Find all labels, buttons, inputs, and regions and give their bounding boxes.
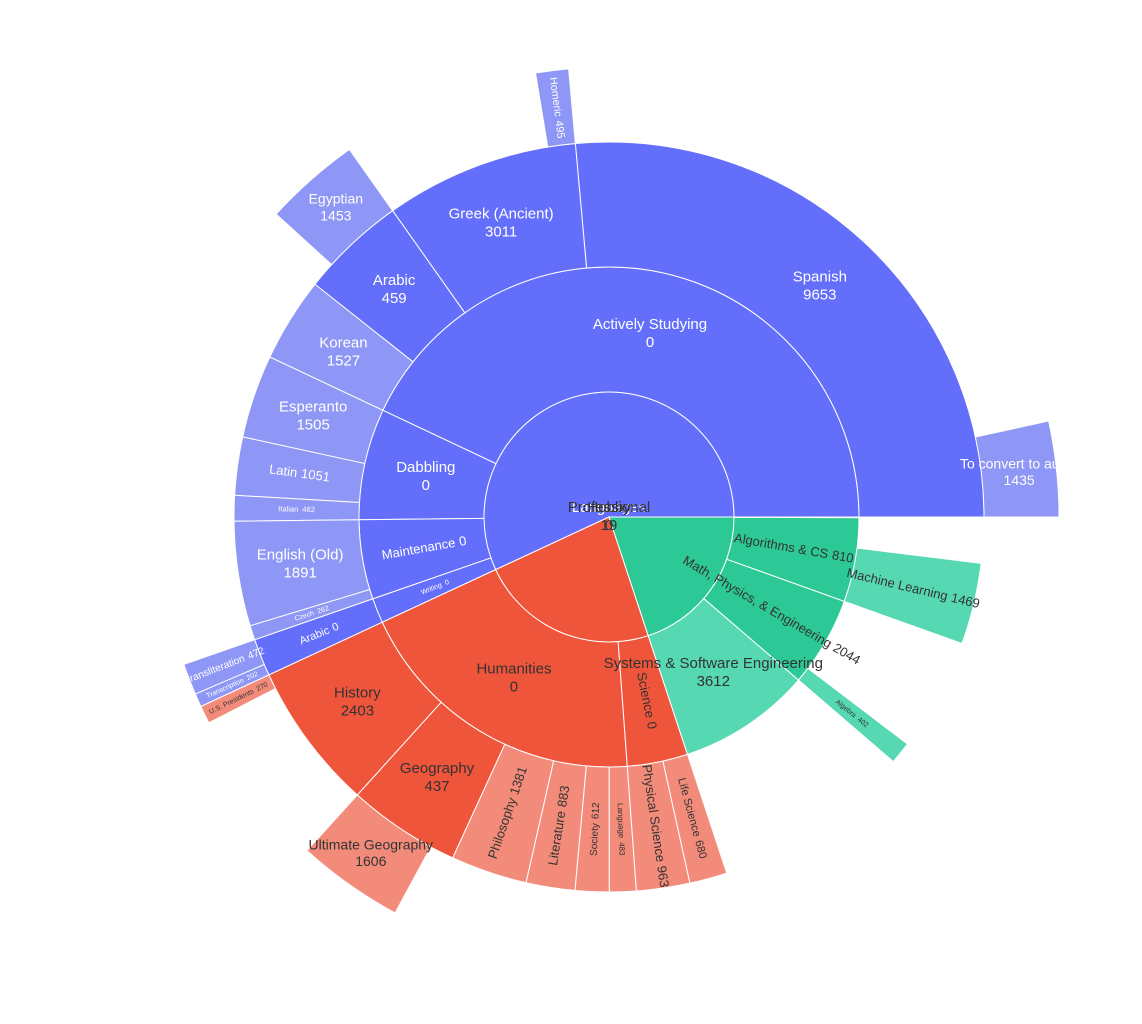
segment-value: 3612 bbox=[697, 673, 730, 690]
segment-value: 963 bbox=[654, 865, 672, 889]
segment-name: Humanities bbox=[476, 661, 551, 678]
segment-name: Spanish bbox=[793, 268, 847, 285]
segment-name: Korean bbox=[319, 334, 367, 351]
segment-name: Latin bbox=[268, 462, 298, 481]
segment-value: 3011 bbox=[485, 224, 517, 241]
segment-value: 0 bbox=[646, 334, 654, 351]
segment-value: 462 bbox=[302, 505, 315, 514]
segment-name: To convert to audio bbox=[960, 455, 1079, 471]
segment-value: 0 bbox=[444, 579, 450, 587]
segment-value: 0 bbox=[458, 533, 468, 549]
segment-value: 2044 bbox=[830, 640, 863, 668]
segment-label: Greek (Ancient) 3011 bbox=[449, 206, 554, 241]
segment-value: 9653 bbox=[803, 286, 836, 303]
segment-label: Homeric 495 bbox=[547, 76, 567, 139]
segment-value: 459 bbox=[382, 290, 407, 307]
segment-name: Languages bbox=[572, 499, 646, 516]
segment-value: 0 bbox=[331, 621, 341, 634]
segment-label: Korean 1527 bbox=[319, 334, 367, 369]
segment-label: Arabic 459 bbox=[373, 272, 416, 307]
segment-label: Professional 19 bbox=[568, 499, 651, 534]
segment-value: 810 bbox=[831, 548, 855, 567]
segment-value: 262 bbox=[317, 605, 330, 615]
segment-value: 1891 bbox=[283, 565, 316, 582]
segment-name: Egyptian bbox=[309, 190, 363, 206]
segment-value: 19 bbox=[601, 517, 618, 534]
segment-name: Homeric bbox=[547, 76, 564, 118]
segment-value: 680 bbox=[692, 839, 708, 860]
segment-label: Humanities 0 bbox=[476, 661, 551, 696]
segment-label: Spanish 9653 bbox=[793, 268, 847, 303]
segment-label: Hobby 0 bbox=[587, 499, 631, 534]
segment-value: 1435 bbox=[1004, 472, 1035, 488]
segment-value: 883 bbox=[555, 785, 573, 809]
sunburst-segment bbox=[843, 547, 982, 645]
segment-value: 0 bbox=[422, 477, 430, 494]
segment-label: English (Old) 1891 bbox=[257, 547, 344, 582]
segment-name: Society bbox=[588, 823, 600, 856]
segment-value: 2403 bbox=[341, 702, 374, 719]
segment-label: Dabbling 0 bbox=[396, 459, 455, 494]
segment-value: 1469 bbox=[950, 590, 982, 611]
segment-value: 1527 bbox=[327, 352, 360, 369]
segment-value: 0 bbox=[605, 517, 613, 534]
segment-name: Ultimate Geography bbox=[309, 836, 434, 852]
segment-value: 495 bbox=[553, 120, 567, 139]
segment-label: Systems & Software Engineering 3612 bbox=[604, 655, 823, 690]
segment-name: Hobby bbox=[587, 499, 631, 516]
segment-value: 1453 bbox=[320, 207, 351, 223]
segment-value: 0 bbox=[643, 720, 659, 730]
segment-value: 202 bbox=[246, 671, 260, 682]
segment-label: Latin 1051 bbox=[268, 462, 331, 485]
sunburst-segment bbox=[974, 420, 1060, 518]
segment-value: 612 bbox=[590, 802, 602, 820]
segment-name: Geography bbox=[400, 760, 475, 777]
segment-name: Arabic bbox=[373, 272, 416, 289]
segment-value: 0 bbox=[510, 679, 518, 696]
segment-value: 0 bbox=[605, 517, 613, 534]
segment-label: History 2403 bbox=[334, 684, 381, 719]
sunburst-segment bbox=[200, 674, 277, 724]
sunburst-segment bbox=[275, 148, 394, 266]
segment-label: Actively Studying 0 bbox=[593, 316, 707, 351]
segment-name: Italian bbox=[278, 504, 298, 513]
segment-value: 1051 bbox=[300, 466, 331, 485]
segment-name: Professional bbox=[568, 499, 651, 516]
sunburst-segment bbox=[534, 68, 576, 148]
segment-name: Systems & Software Engineering bbox=[604, 655, 823, 672]
sunburst-segment bbox=[574, 141, 985, 518]
sunburst-segment bbox=[306, 794, 432, 914]
segment-name: Greek (Ancient) bbox=[449, 206, 554, 223]
segment-label: Ultimate Geography 1606 bbox=[309, 836, 434, 869]
segment-value: 483 bbox=[617, 842, 627, 856]
segment-name: Esperanto bbox=[279, 398, 347, 415]
segment-name: Actively Studying bbox=[593, 316, 707, 333]
segment-label: Society 612 bbox=[588, 802, 601, 856]
segment-label: Language 483 bbox=[616, 803, 627, 856]
segment-name: History bbox=[334, 684, 381, 701]
segment-name: Dabbling bbox=[396, 459, 455, 476]
segment-value: 1505 bbox=[296, 416, 329, 433]
segment-label: Italian 462 bbox=[278, 504, 315, 514]
segment-value: 270 bbox=[255, 681, 269, 692]
segment-name: English (Old) bbox=[257, 547, 344, 564]
segment-label: Languages 0 bbox=[572, 499, 646, 534]
sunburst-segment bbox=[797, 667, 909, 763]
segment-value: 437 bbox=[424, 778, 449, 795]
segment-label: Egyptian 1453 bbox=[309, 190, 363, 223]
segment-label: To convert to audio 1435 bbox=[960, 455, 1079, 488]
segment-name: Language bbox=[616, 803, 626, 839]
segment-label: Geography 437 bbox=[400, 760, 475, 795]
segment-label: Esperanto 1505 bbox=[279, 398, 347, 433]
segment-value: 1606 bbox=[355, 853, 386, 869]
